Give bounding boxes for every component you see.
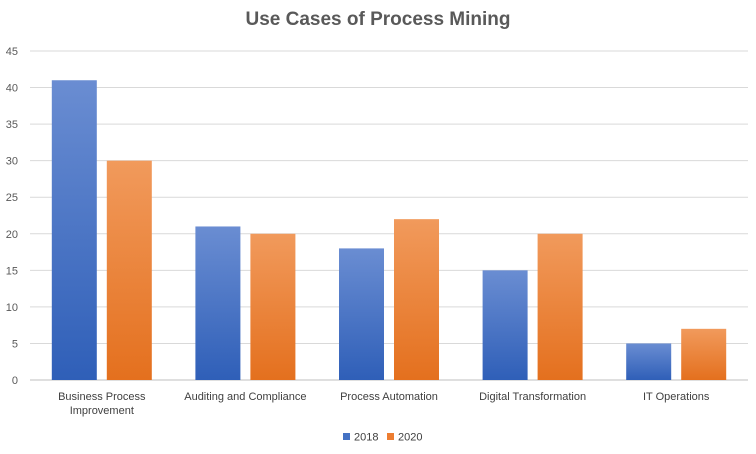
x-tick-label: IT Operations [643,391,710,403]
legend: 2018 2020 [343,432,422,444]
x-tick-label: Auditing and Compliance [184,391,306,403]
x-axis-labels: Business Process Improvement Auditing and … [58,391,710,417]
x-tick-label: Process Automation [340,391,438,403]
bar-2020 [106,160,152,380]
bar-2020 [250,233,296,380]
y-tick-label: 5 [12,338,18,350]
y-tick-label: 40 [6,83,18,95]
bar-2018 [626,343,672,380]
y-tick-label: 25 [6,192,18,204]
gridlines [30,50,748,381]
bars [51,80,727,380]
bar-2018 [195,226,241,380]
legend-label: 2020 [398,432,422,444]
y-tick-label: 35 [6,119,18,131]
y-tick-label: 45 [6,46,18,58]
y-tick-label: 0 [12,375,18,387]
bar-2020 [537,233,583,380]
bar-2018 [51,80,97,380]
bar-2020 [394,219,439,380]
y-tick-label: 10 [6,302,18,314]
legend-label: 2018 [354,432,378,444]
legend-swatch-2018 [343,433,350,440]
bar-2018 [482,270,528,380]
y-tick-label: 15 [6,265,18,277]
y-tick-label: 20 [6,229,18,241]
x-tick-label: Digital Transformation [479,391,586,403]
y-tick-label: 30 [6,156,18,168]
x-tick-label: Business Process [58,391,146,403]
legend-swatch-2020 [387,433,394,440]
chart-title: Use Cases of Process Mining [245,9,511,30]
bar-2020 [681,328,727,380]
bar-2018 [339,248,384,380]
y-axis-ticks: 0 5 10 15 20 25 30 35 40 45 [6,46,18,387]
x-tick-label: Improvement [70,405,134,417]
